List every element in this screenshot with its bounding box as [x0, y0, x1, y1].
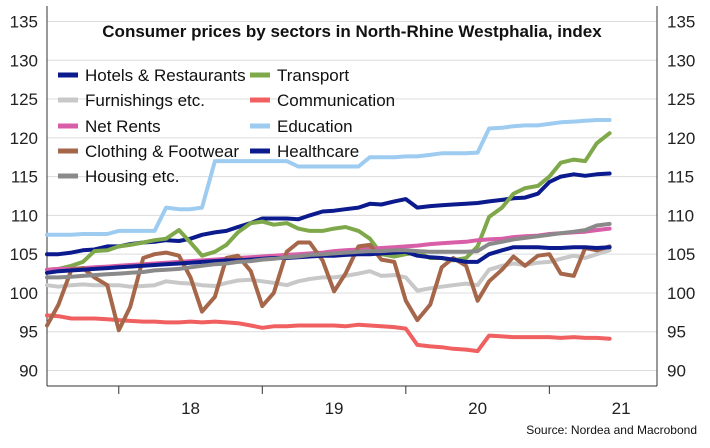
legend-label: Clothing & Footwear	[85, 142, 239, 161]
x-tick-label: 21	[612, 399, 631, 418]
y-tick-label-right: 115	[667, 168, 694, 187]
y-tick-label-left: 130	[10, 51, 38, 70]
x-tick-label: 19	[325, 399, 344, 418]
y-tick-label-right: 100	[667, 284, 695, 303]
y-tick-label-right: 125	[667, 90, 695, 109]
legend-label: Hotels & Restaurants	[85, 66, 246, 85]
source-note: Source: Nordea and Macrobond	[526, 423, 697, 437]
y-tick-label-right: 105	[667, 245, 695, 264]
y-tick-label-left: 110	[11, 206, 38, 225]
y-tick-label-left: 90	[19, 361, 38, 380]
series-line	[45, 131, 612, 272]
legend-label: Furnishings etc.	[85, 91, 205, 110]
legend: Hotels & Restaurants Transport Furnishings…	[58, 66, 395, 186]
y-tick-label-left: 120	[10, 129, 38, 148]
x-axis: 18 19 20 21	[47, 385, 657, 418]
y-tick-label-left: 135	[10, 13, 38, 32]
legend-label: Transport	[277, 66, 349, 85]
right-y-axis: 90 95 100 105 110 115 120 125 130 135	[656, 6, 695, 386]
x-tick-label: 18	[181, 399, 200, 418]
y-tick-label-right: 135	[667, 13, 695, 32]
y-tick-label-right: 90	[667, 361, 686, 380]
series-line	[45, 313, 612, 354]
y-tick-label-left: 95	[19, 323, 38, 342]
series-lines	[45, 118, 612, 354]
y-tick-label-left: 105	[10, 245, 38, 264]
legend-label: Net Rents	[85, 117, 161, 136]
chart-title: Consumer prices by sectors in North-Rhin…	[102, 22, 602, 41]
y-tick-label-left: 125	[10, 90, 38, 109]
y-tick-label-left: 100	[10, 284, 38, 303]
x-tick-label: 20	[468, 399, 487, 418]
legend-label: Housing etc.	[85, 167, 180, 186]
legend-label: Education	[277, 117, 353, 136]
left-y-axis: 90 95 100 105 110 115 120 125 130 135	[10, 6, 48, 386]
y-tick-label-right: 120	[667, 129, 695, 148]
y-tick-label-right: 110	[667, 206, 694, 225]
legend-label: Communication	[277, 91, 395, 110]
y-tick-label-left: 115	[11, 168, 38, 187]
series-line	[45, 221, 612, 280]
legend-label: Healthcare	[277, 142, 359, 161]
y-tick-label-right: 95	[667, 323, 686, 342]
y-tick-label-right: 130	[667, 51, 695, 70]
series-line	[45, 118, 612, 237]
